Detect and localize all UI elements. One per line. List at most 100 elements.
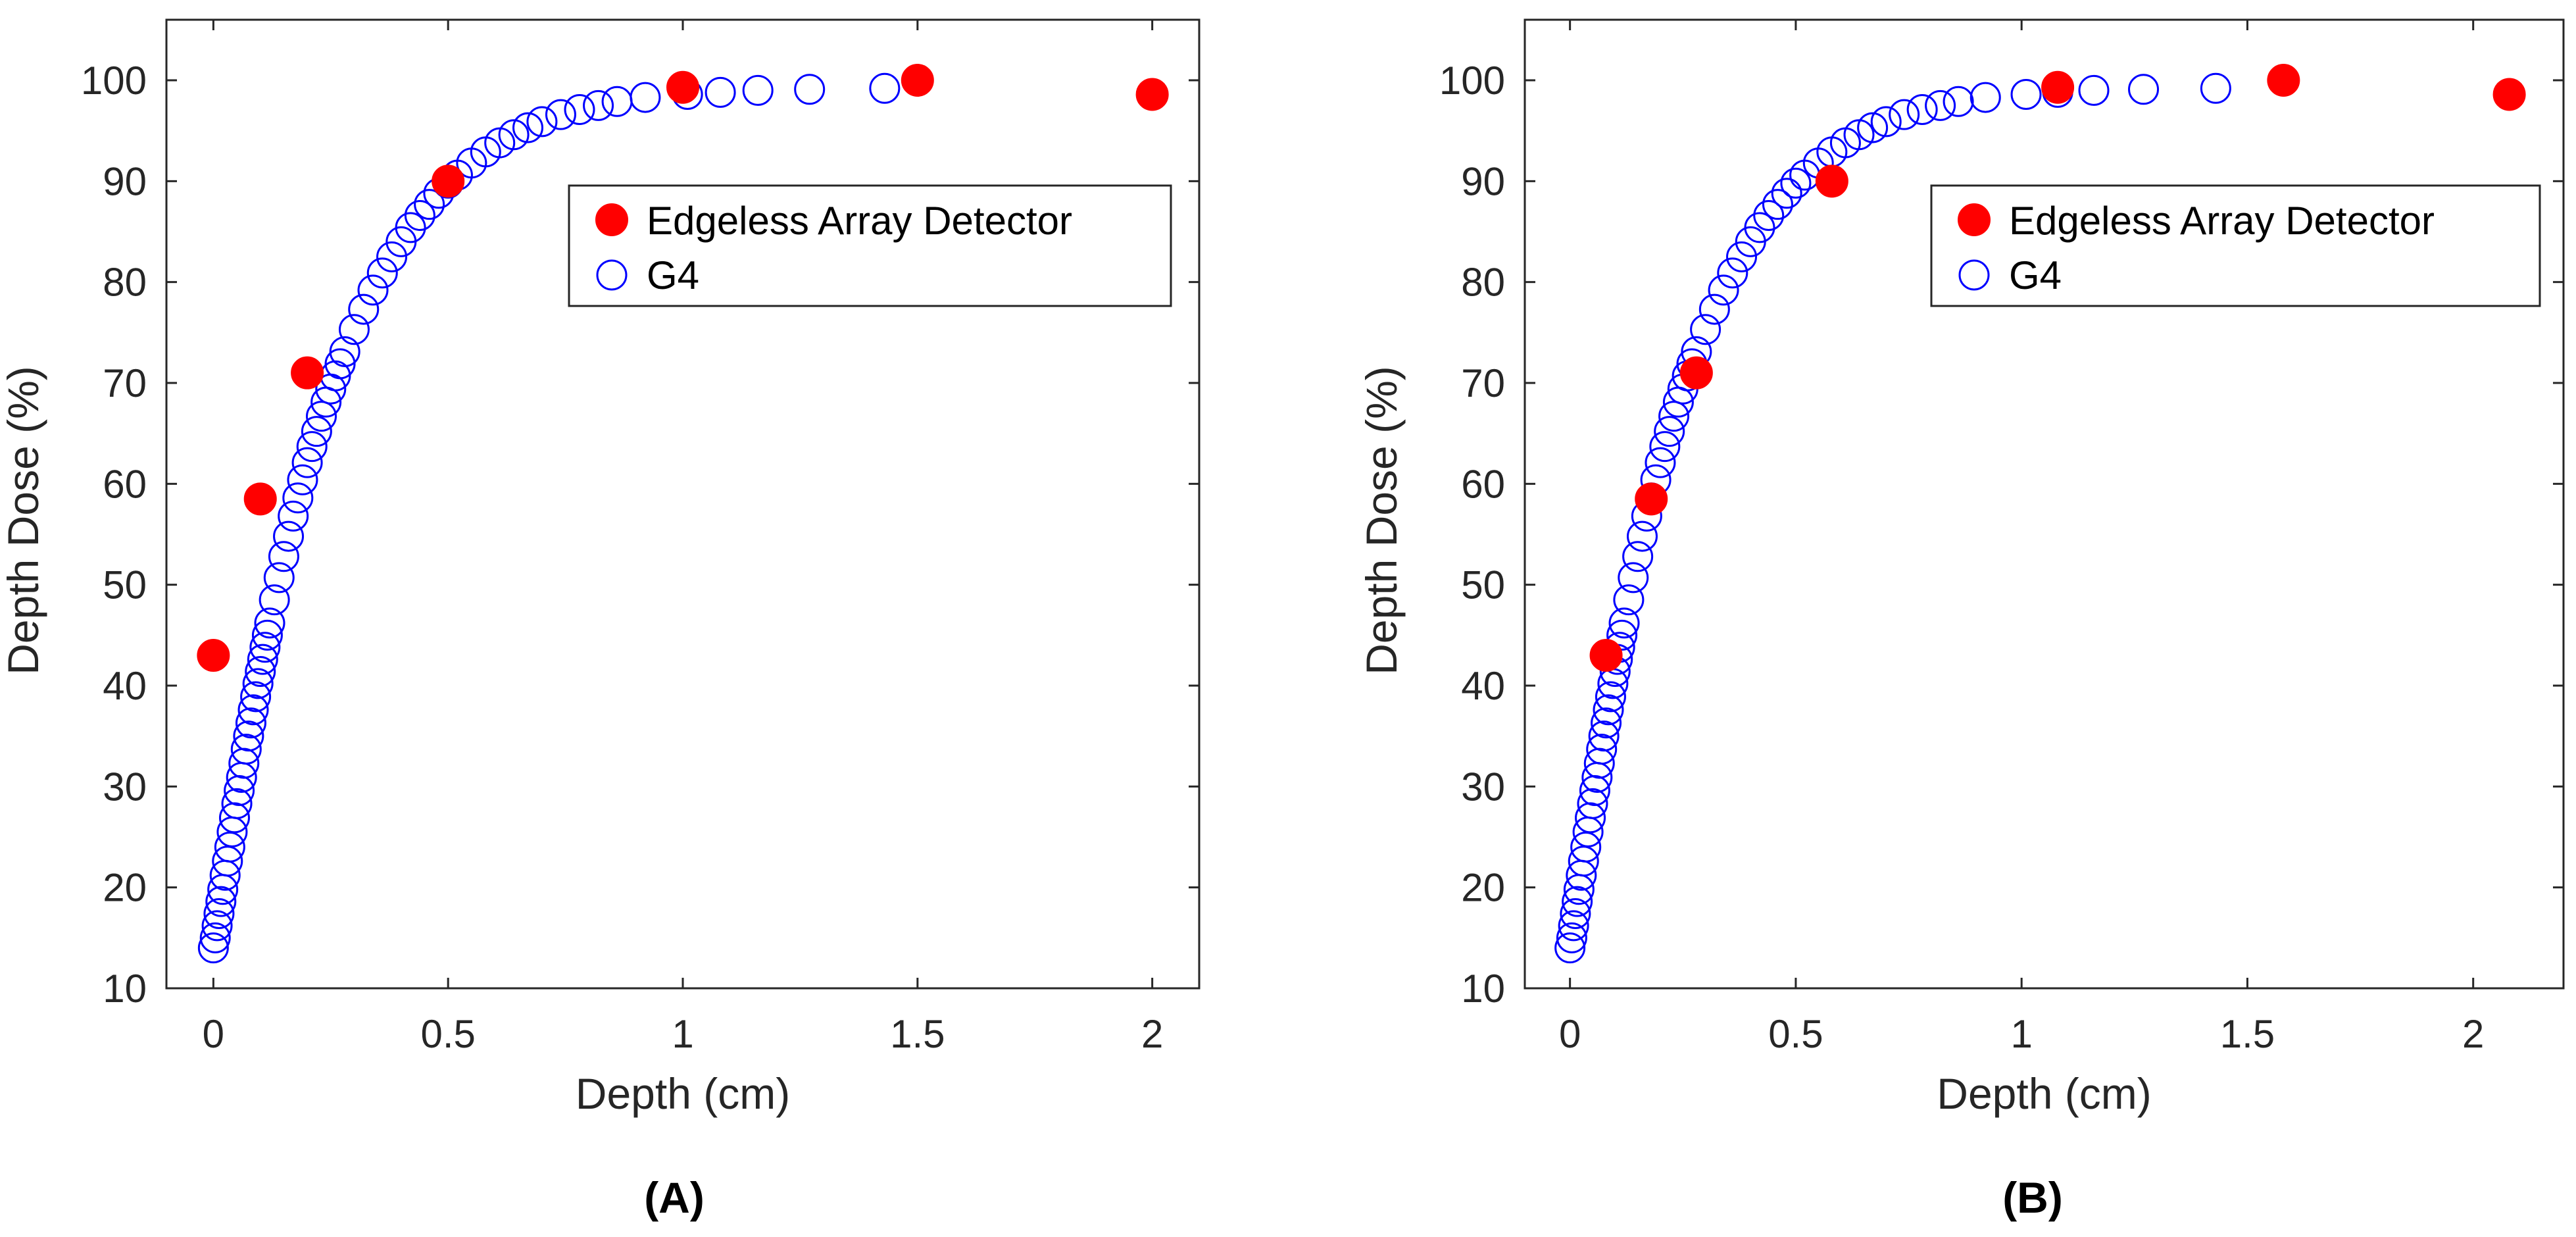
g4-data-point (2078, 74, 2110, 106)
edgeless-data-point (2041, 70, 2075, 104)
y-tick-label: 50 (103, 563, 147, 607)
legend-edgeless-marker (595, 203, 628, 236)
y-tick-label: 10 (1461, 967, 1505, 1011)
g4-data-point (1780, 167, 1812, 199)
y-tick-label: 60 (1461, 462, 1505, 506)
g4-data-point (237, 694, 269, 726)
g4-data-point (324, 348, 356, 380)
g4-data-point (240, 681, 272, 713)
g4-data-point (1556, 922, 1587, 953)
g4-data-point (395, 212, 426, 243)
g4-data-point (366, 257, 398, 289)
edgeless-data-point (197, 639, 230, 672)
edgeless-data-point (2267, 64, 2300, 97)
legend-box (568, 184, 1172, 307)
x-axis-label: Depth (cm) (576, 1069, 790, 1118)
y-tick-label: 70 (103, 361, 147, 405)
g4-data-point (583, 89, 614, 121)
g4-data-point (1753, 199, 1785, 231)
g4-data-point (197, 932, 229, 964)
g4-data-point (282, 482, 314, 514)
edgeless-data-point (291, 356, 324, 390)
g4-data-point (1562, 886, 1593, 917)
g4-data-point (301, 416, 332, 447)
g4-data-point (235, 707, 266, 739)
g4-data-point (1906, 93, 1938, 125)
g4-data-point (1593, 694, 1624, 726)
x-tick-label: 0 (203, 1012, 224, 1056)
edgeless-data-point (1679, 356, 1713, 390)
g4-data-point (1608, 607, 1640, 639)
g4-data-point (259, 584, 290, 616)
legend-g4-label: G4 (647, 253, 699, 297)
g4-data-point (247, 644, 278, 675)
g4-data-point (414, 189, 445, 220)
g4-data-point (869, 72, 901, 104)
x-tick-label: 0.5 (420, 1012, 475, 1056)
edgeless-data-point (1635, 482, 1668, 516)
g4-data-point (1588, 720, 1620, 752)
x-tick-label: 1.5 (890, 1012, 945, 1056)
edgeless-data-point (1589, 639, 1623, 672)
legend-box (1930, 184, 2541, 307)
y-tick-label: 10 (103, 967, 147, 1011)
g4-data-point (268, 541, 299, 572)
y-tick-label: 90 (1461, 159, 1505, 203)
g4-data-point (249, 632, 281, 663)
legend-edgeless-label: Edgeless Array Detector (2009, 199, 2435, 243)
g4-data-point (338, 314, 370, 345)
g4-data-point (1698, 293, 1730, 325)
g4-data-point (357, 274, 389, 306)
g4-data-point (254, 607, 285, 639)
g4-data-point (1870, 106, 1902, 138)
g4-data-point (512, 112, 543, 143)
g4-data-point (1554, 932, 1586, 964)
y-tick-label: 100 (1439, 59, 1505, 103)
g4-data-point (273, 520, 305, 552)
g4-data-point (199, 922, 231, 953)
g4-data-point (233, 720, 264, 752)
g4-data-point (291, 447, 323, 478)
g4-data-point (742, 74, 774, 106)
edgeless-data-point (243, 482, 277, 516)
y-tick-label: 20 (1461, 866, 1505, 910)
g4-data-point (1744, 212, 1775, 243)
g4-data-point (1645, 447, 1676, 478)
y-tick-label: 20 (103, 866, 147, 910)
panel-label: (A) (644, 1173, 705, 1222)
x-tick-label: 1 (2010, 1012, 2032, 1056)
g4-data-point (205, 886, 237, 917)
edgeless-data-point (2492, 78, 2526, 111)
g4-data-point (201, 910, 233, 942)
y-tick-label: 90 (103, 159, 147, 203)
g4-data-point (1857, 112, 1889, 143)
legend-g4-marker (596, 259, 628, 291)
x-tick-label: 2 (2462, 1012, 2484, 1056)
g4-data-point (705, 76, 736, 108)
y-axis-label: Depth Dose (%) (0, 366, 47, 675)
g4-data-point (287, 464, 318, 495)
y-axis-label: Depth Dose (%) (1357, 366, 1406, 675)
g4-data-point (306, 401, 337, 432)
y-tick-label: 40 (1461, 664, 1505, 708)
g4-data-point (1618, 562, 1649, 593)
g4-data-point (1595, 681, 1626, 713)
plot-frame (1523, 18, 2565, 990)
g4-data-point (296, 431, 328, 463)
g4-data-point (214, 831, 245, 863)
g4-data-point (484, 127, 516, 159)
legend-edgeless-label: Edgeless Array Detector (647, 199, 1072, 243)
g4-data-point (1969, 82, 2001, 113)
x-axis-label: Depth (cm) (1937, 1069, 2151, 1118)
edgeless-data-point (901, 64, 934, 97)
edgeless-data-point (1815, 164, 1848, 198)
y-tick-label: 100 (81, 59, 147, 103)
x-tick-label: 0 (1559, 1012, 1581, 1056)
edgeless-data-point (432, 164, 465, 198)
x-tick-label: 1 (672, 1012, 693, 1056)
g4-data-point (1591, 707, 1622, 739)
g4-data-point (1606, 619, 1638, 651)
g4-data-point (794, 74, 826, 105)
g4-data-point (1626, 520, 1658, 552)
